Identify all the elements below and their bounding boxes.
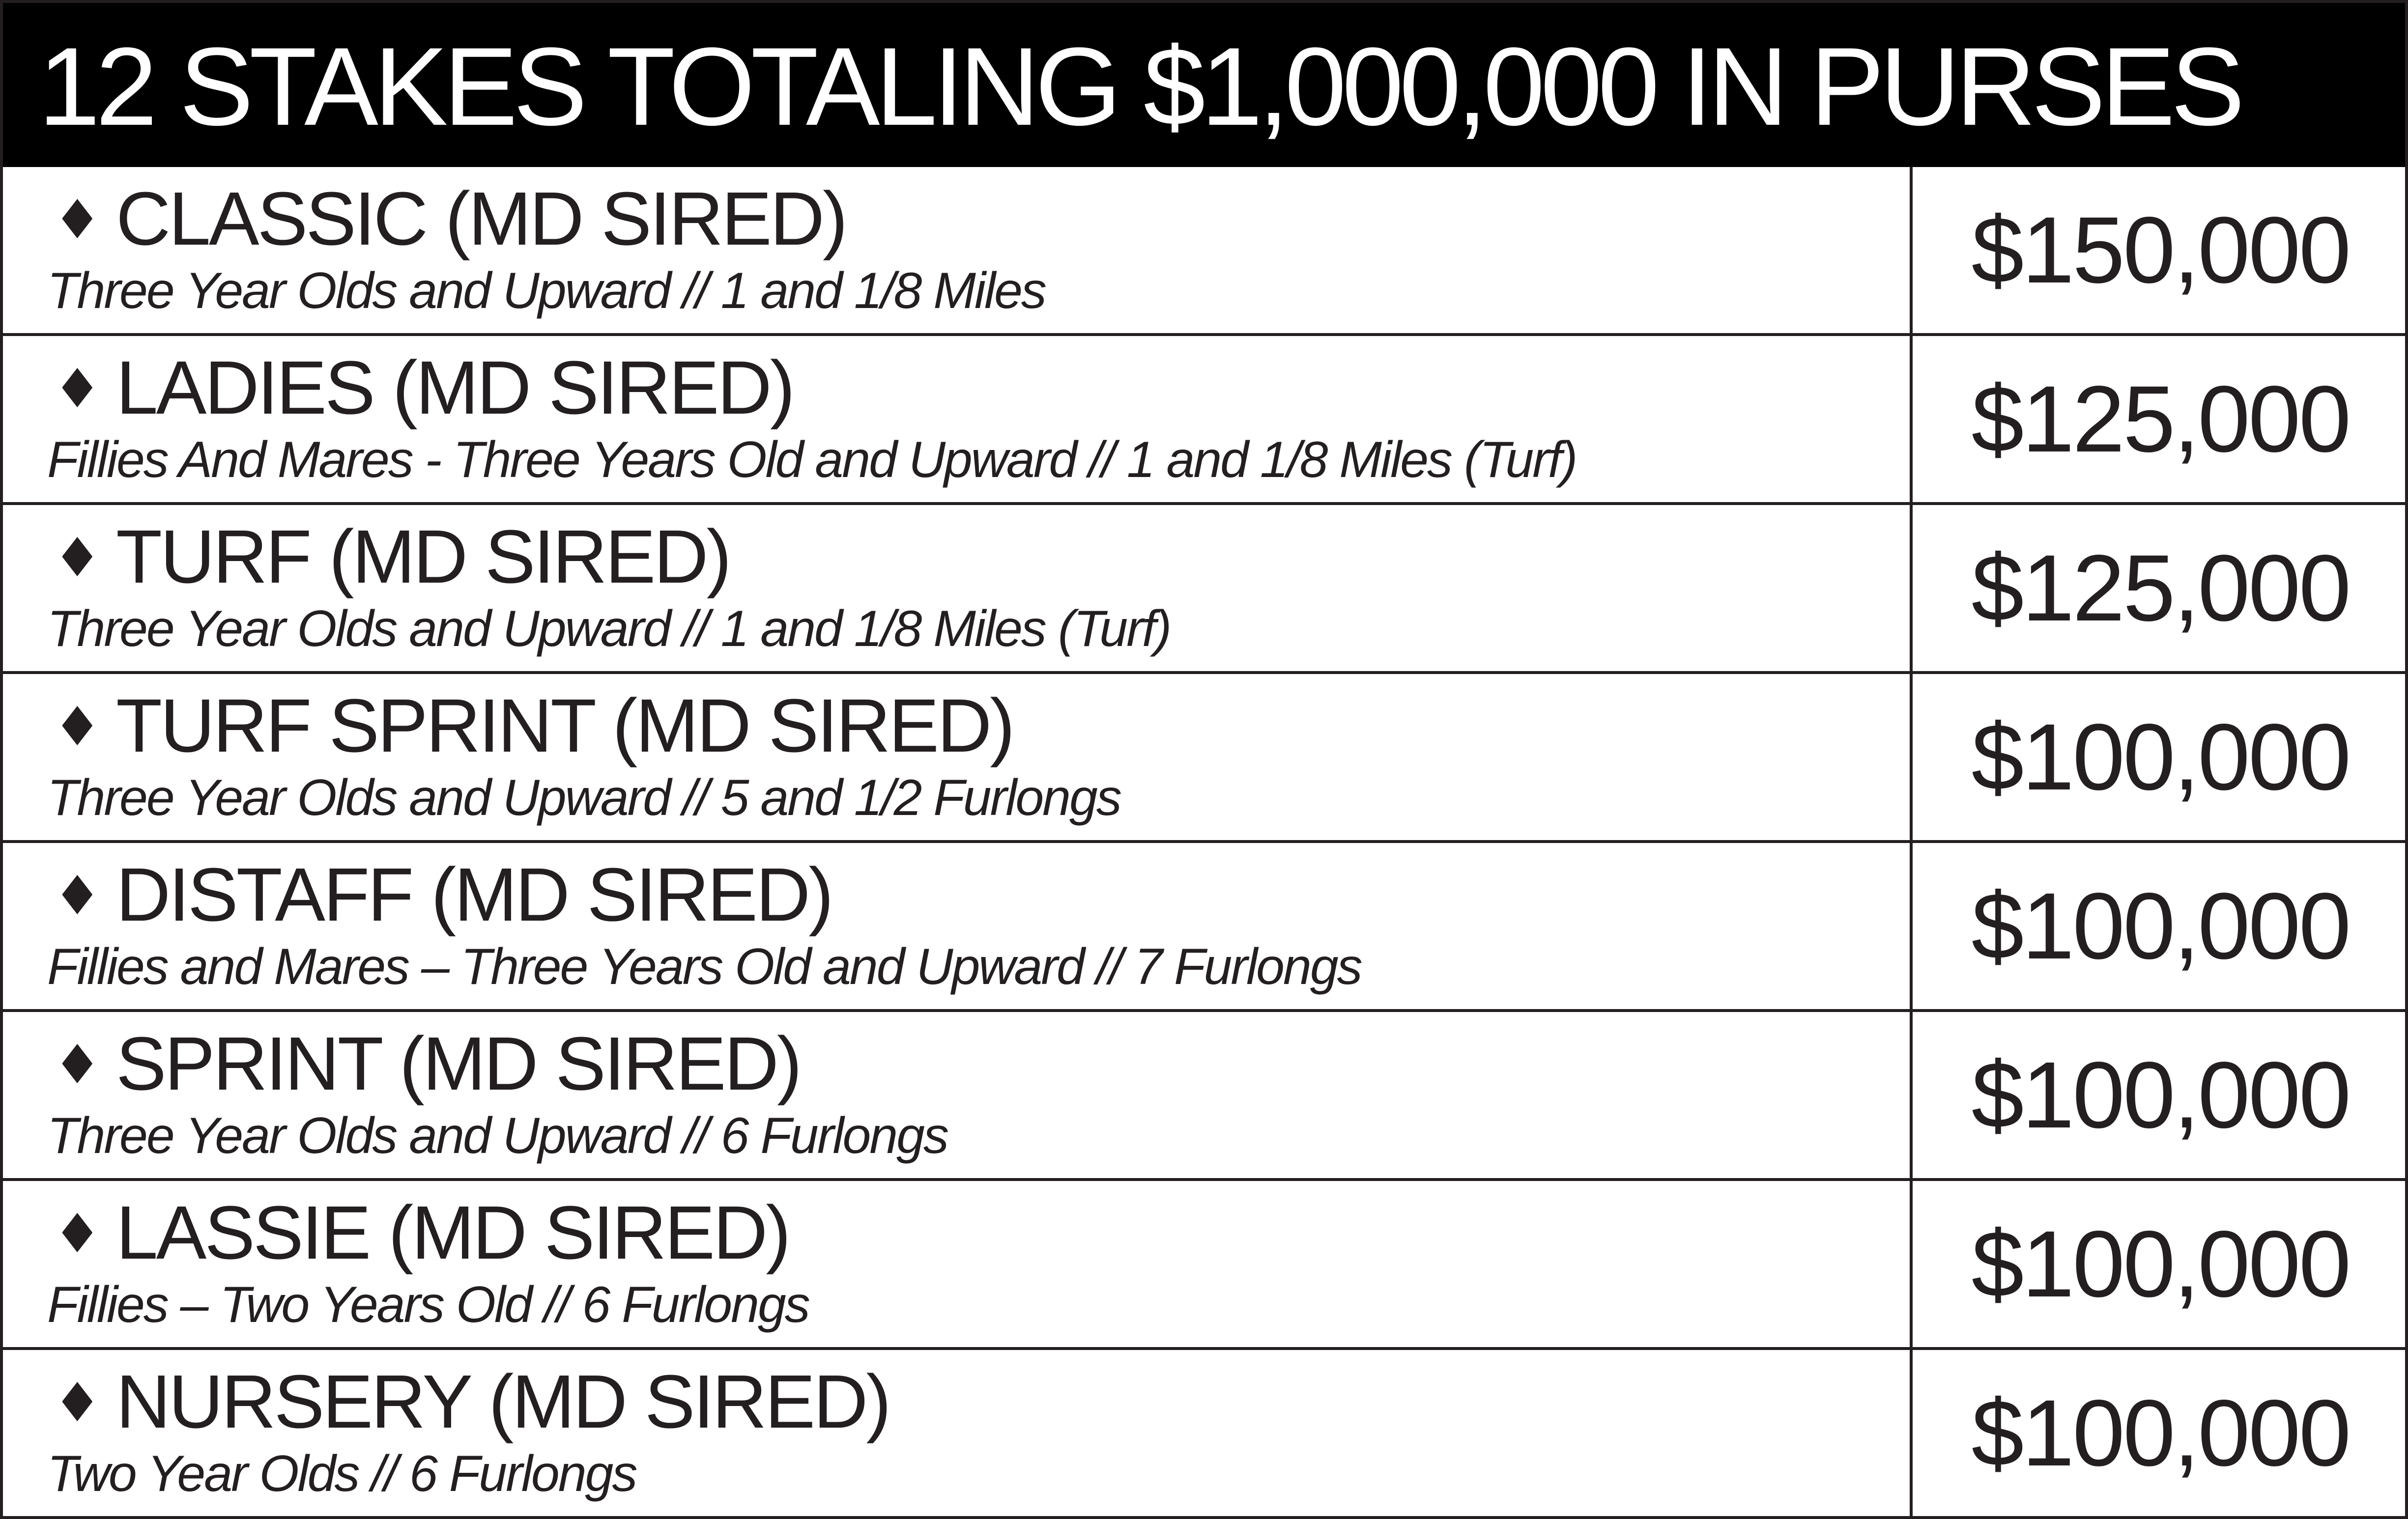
race-name: LADIES (MD SIRED) (116, 345, 795, 430)
race-detail: Three Year Olds and Upward // 1 and 1/8 … (47, 262, 1047, 319)
table-row: ♦ DISTAFF (MD SIRED) Fillies and Mares –… (0, 843, 2408, 1012)
race-detail: Three Year Olds and Upward // 1 and 1/8 … (47, 600, 1172, 657)
race-detail: Fillies And Mares - Three Years Old and … (47, 431, 1577, 488)
diamond-icon: ♦ (53, 695, 102, 758)
diamond-icon: ♦ (53, 188, 102, 251)
table-row: ♦ TURF (MD SIRED) Three Year Olds and Up… (0, 505, 2408, 674)
table-row: ♦ SPRINT (MD SIRED) Three Year Olds and … (0, 1012, 2408, 1181)
race-name: TURF SPRINT (MD SIRED) (116, 683, 1015, 768)
race-detail: Fillies and Mares – Three Years Old and … (47, 938, 1363, 995)
purse-amount: $125,000 (1971, 535, 2351, 641)
purse-amount: $100,000 (1971, 704, 2351, 810)
table-row: ♦ NURSERY (MD SIRED) Two Year Olds // 6 … (0, 1350, 2408, 1519)
purse-amount: $125,000 (1971, 366, 2351, 472)
table-row: ♦ TURF SPRINT (MD SIRED) Three Year Olds… (0, 674, 2408, 843)
race-name: DISTAFF (MD SIRED) (116, 852, 833, 937)
race-detail: Three Year Olds and Upward // 6 Furlongs (47, 1107, 949, 1164)
race-detail: Two Year Olds // 6 Furlongs (47, 1445, 637, 1502)
race-name: TURF (MD SIRED) (116, 514, 732, 599)
table-row: ♦ CLASSIC (MD SIRED) Three Year Olds and… (0, 167, 2408, 336)
race-name: LASSIE (MD SIRED) (116, 1190, 791, 1275)
table-row: ♦ LADIES (MD SIRED) Fillies And Mares - … (0, 336, 2408, 505)
race-name: CLASSIC (MD SIRED) (116, 176, 848, 261)
purse-amount: $100,000 (1971, 1042, 2351, 1148)
diamond-icon: ♦ (53, 864, 102, 927)
diamond-icon: ♦ (53, 526, 102, 589)
race-name: NURSERY (MD SIRED) (116, 1359, 891, 1444)
stakes-table: ♦ CLASSIC (MD SIRED) Three Year Olds and… (0, 167, 2408, 1519)
race-detail: Fillies – Two Years Old // 6 Furlongs (47, 1276, 810, 1333)
page-title: 12 STAKES TOTALING $1,000,000 IN PURSES (38, 24, 2245, 148)
header-banner: 12 STAKES TOTALING $1,000,000 IN PURSES (0, 0, 2408, 167)
purse-amount: $100,000 (1971, 1211, 2351, 1317)
race-detail: Three Year Olds and Upward // 5 and 1/2 … (47, 769, 1122, 826)
column-divider (1910, 167, 1913, 1519)
diamond-icon: ♦ (53, 1371, 102, 1434)
purse-amount: $100,000 (1971, 873, 2351, 979)
diamond-icon: ♦ (53, 1202, 102, 1265)
diamond-icon: ♦ (53, 1033, 102, 1096)
table-row: ♦ LASSIE (MD SIRED) Fillies – Two Years … (0, 1181, 2408, 1350)
race-name: SPRINT (MD SIRED) (116, 1021, 802, 1106)
purse-amount: $100,000 (1971, 1380, 2351, 1486)
diamond-icon: ♦ (53, 357, 102, 420)
purse-amount: $150,000 (1971, 197, 2351, 303)
